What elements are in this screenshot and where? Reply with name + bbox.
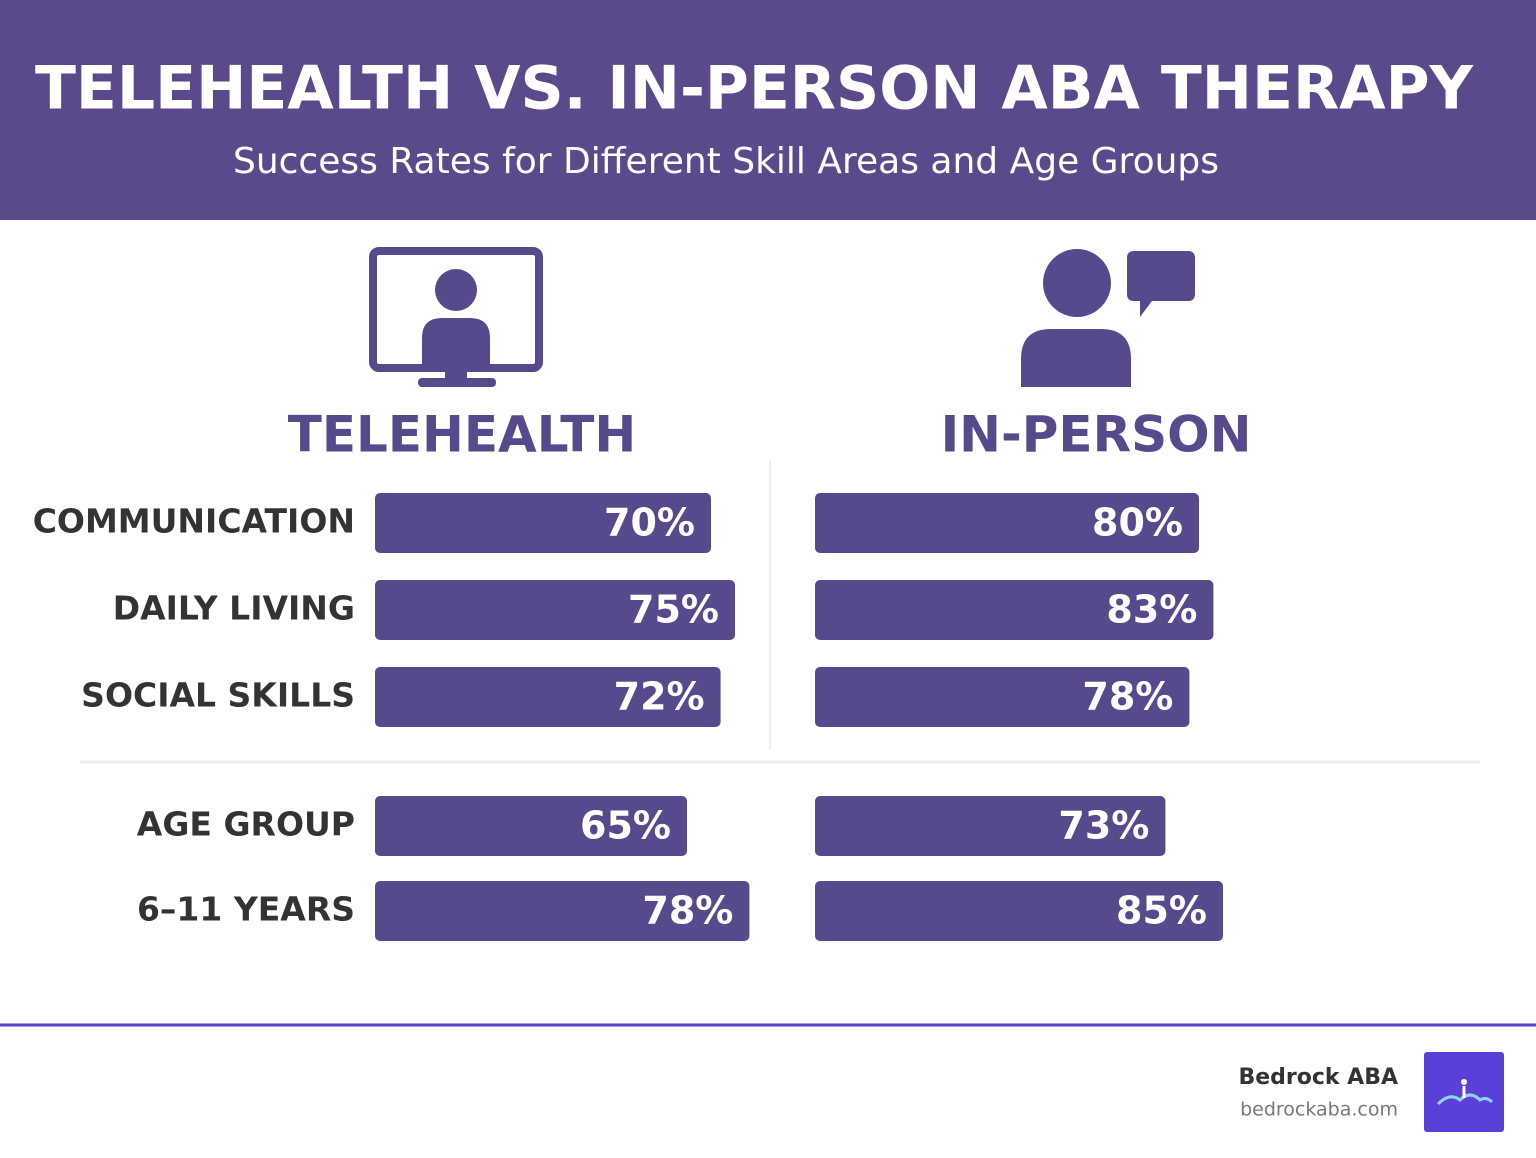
bar <box>375 796 687 856</box>
footer-url: bedrockaba.com <box>1240 1099 1398 1121</box>
value-label: 75% <box>628 588 719 632</box>
value-label: 70% <box>604 501 695 545</box>
footer-brand: Bedrock ABA <box>1238 1065 1398 1090</box>
category-label: COMMUNICATION <box>33 502 355 541</box>
bar <box>815 580 1214 640</box>
category-label: SOCIAL SKILLS <box>81 676 355 715</box>
bar <box>375 580 735 640</box>
value-label: 85% <box>1116 889 1207 933</box>
bar <box>815 796 1166 856</box>
header-band <box>0 0 1536 220</box>
in-person-icon <box>1021 249 1195 387</box>
category-label: 6–11 YEARS <box>137 890 355 929</box>
value-label: 78% <box>642 889 733 933</box>
value-label: 78% <box>1082 675 1173 719</box>
series-header: IN-PERSON <box>941 406 1252 464</box>
series-header: TELEHEALTH <box>288 406 637 464</box>
value-label: 65% <box>580 804 671 848</box>
bar <box>815 667 1190 727</box>
bar <box>375 493 711 553</box>
bar <box>815 881 1223 941</box>
value-label: 73% <box>1058 804 1149 848</box>
bar <box>815 493 1199 553</box>
category-label: DAILY LIVING <box>113 589 355 628</box>
value-label: 80% <box>1092 501 1183 545</box>
chart-subtitle: Success Rates for Different Skill Areas … <box>233 141 1219 182</box>
value-label: 72% <box>614 675 705 719</box>
value-label: 83% <box>1106 588 1197 632</box>
logo <box>1424 1052 1504 1132</box>
telehealth-icon <box>369 247 543 387</box>
bar <box>375 667 721 727</box>
chart-title: TELEHEALTH VS. IN-PERSON ABA THERAPY <box>35 54 1475 124</box>
bar <box>375 881 750 941</box>
category-label: AGE GROUP <box>137 805 355 844</box>
